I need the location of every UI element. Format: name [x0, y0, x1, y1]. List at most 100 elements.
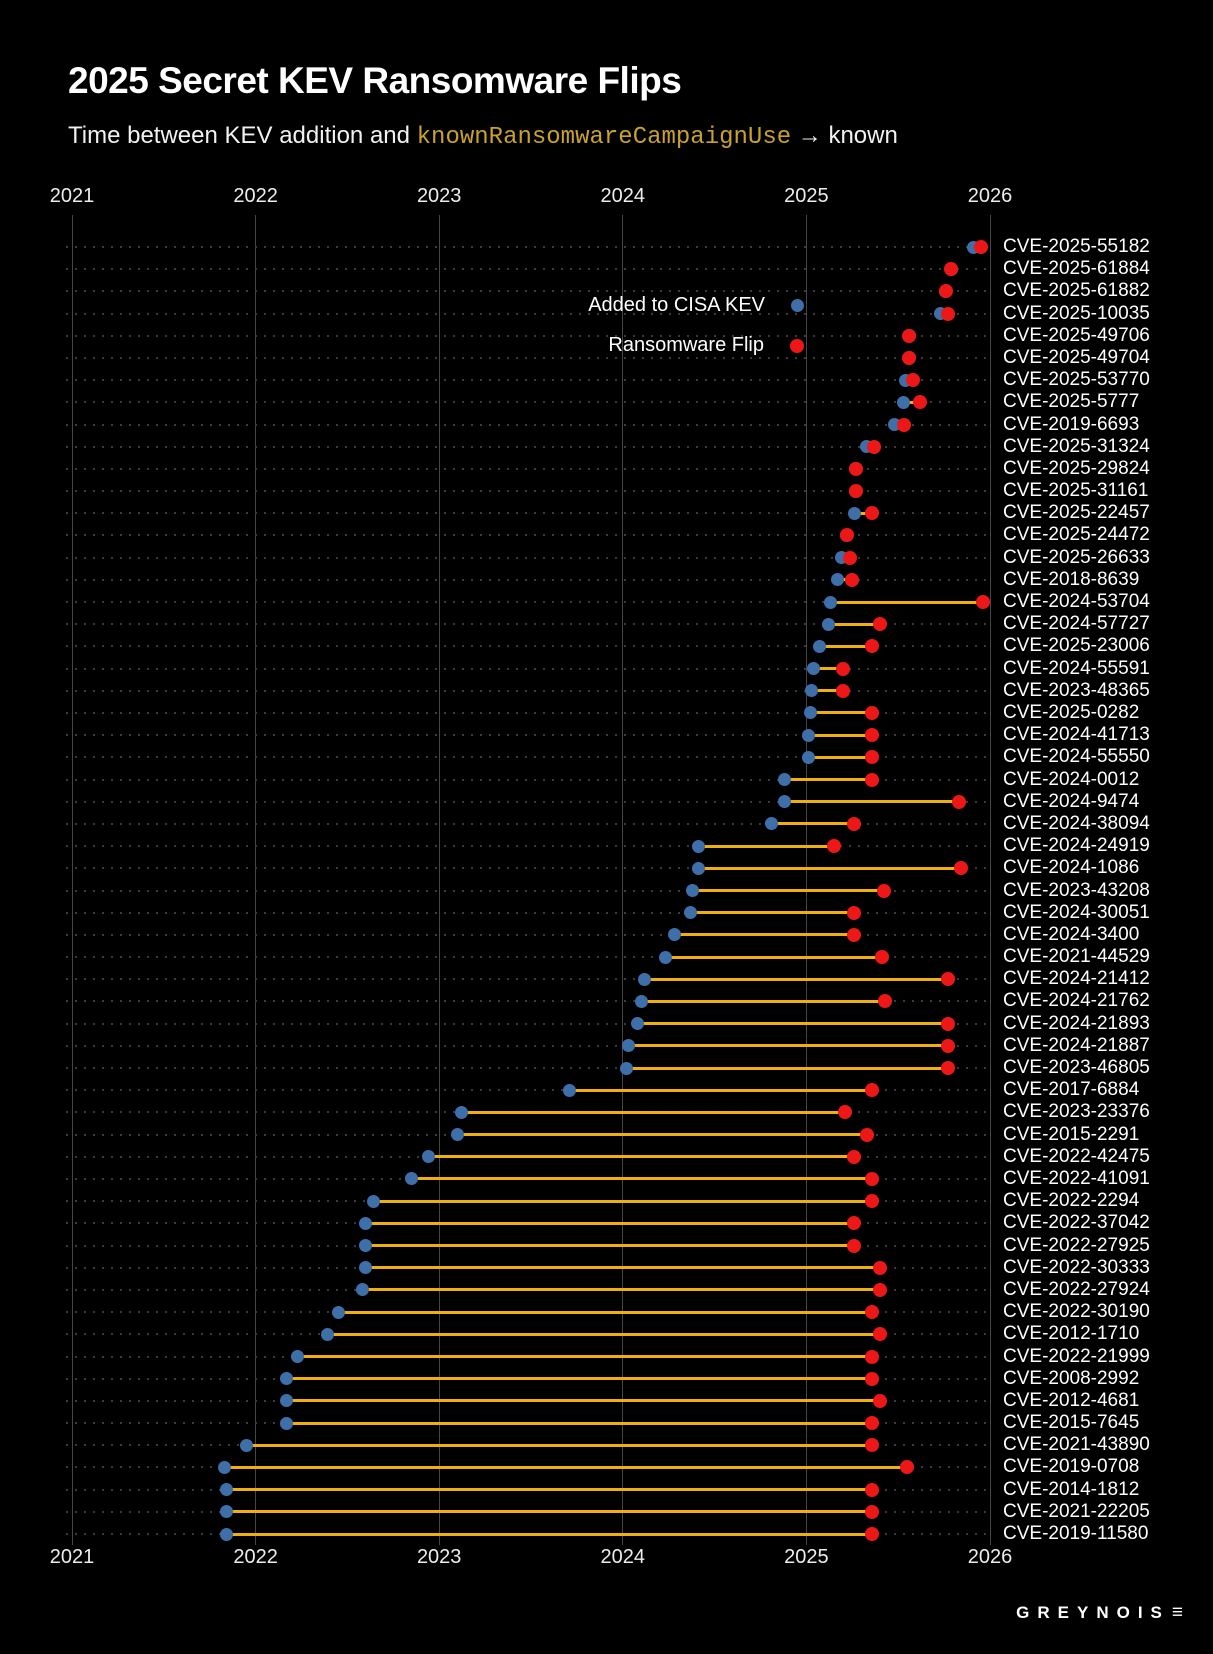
flip-dot — [878, 994, 893, 1009]
flip-dot — [826, 839, 841, 854]
row-dotted-gridline — [66, 1089, 988, 1092]
dumbbell-connector — [644, 977, 948, 981]
kev-dot — [280, 1416, 294, 1430]
legend-kev-label: Added to CISA KEV — [588, 294, 765, 316]
dumbbell-connector — [569, 1088, 873, 1092]
row-dotted-gridline — [66, 334, 988, 337]
dumbbell-connector — [854, 511, 873, 515]
cve-label: CVE-2019-6693 — [1003, 413, 1140, 435]
kev-dot — [219, 1505, 233, 1519]
axis-tick-top-2022: 2022 — [233, 185, 278, 207]
dumbbell-connector — [830, 600, 983, 604]
cve-label: CVE-2025-22457 — [1003, 502, 1150, 524]
row-dotted-gridline — [66, 689, 988, 692]
cve-label: CVE-2021-43890 — [1003, 1434, 1150, 1456]
cve-label: CVE-2025-5777 — [1003, 391, 1140, 413]
kev-dot — [621, 1039, 635, 1053]
row-dotted-gridline — [66, 1067, 988, 1070]
flip-dot — [865, 1349, 880, 1364]
dumbbell-connector — [784, 800, 959, 804]
dumbbell-connector — [226, 1488, 873, 1492]
kev-dot — [359, 1216, 373, 1230]
dumbbell-connector — [365, 1221, 855, 1225]
dumbbell-connector — [819, 644, 873, 648]
cve-label: CVE-2024-3400 — [1003, 923, 1140, 945]
dumbbell-connector — [246, 1443, 873, 1447]
cve-label: CVE-2022-41091 — [1003, 1167, 1150, 1189]
kev-dot — [359, 1261, 373, 1275]
cve-label: CVE-2025-23006 — [1003, 635, 1150, 657]
cve-label: CVE-2021-22205 — [1003, 1500, 1150, 1522]
year-gridline-2024 — [622, 215, 624, 1545]
cve-label: CVE-2022-27924 — [1003, 1278, 1150, 1300]
subtitle-code-token: knownRansomwareCampaignUse — [416, 124, 792, 151]
dumbbell-connector — [286, 1399, 880, 1403]
flip-dot — [902, 350, 917, 365]
kev-dot — [217, 1460, 231, 1474]
cve-label: CVE-2025-53770 — [1003, 369, 1150, 391]
dumbbell-connector — [226, 1532, 873, 1536]
dumbbell-connector — [903, 400, 921, 404]
flip-dot — [865, 1083, 880, 1098]
kev-dot — [667, 928, 681, 942]
cve-label: CVE-2023-23376 — [1003, 1101, 1150, 1123]
flip-dot — [865, 705, 880, 720]
cve-label: CVE-2012-1710 — [1003, 1323, 1140, 1345]
flip-dot — [847, 1149, 862, 1164]
greynoise-logo: GREYNOIS ≡ — [1016, 1602, 1183, 1624]
flip-dot — [940, 972, 955, 987]
row-dotted-gridline — [66, 933, 988, 936]
row-dotted-gridline — [66, 423, 988, 426]
row-dotted-gridline — [66, 246, 988, 248]
kev-dot — [630, 1017, 644, 1031]
dumbbell-connector — [690, 911, 855, 915]
row-dotted-gridline — [66, 623, 988, 626]
cve-label: CVE-2024-55591 — [1003, 657, 1150, 679]
dumbbell-connector — [771, 822, 855, 826]
kev-dot — [812, 639, 826, 653]
flip-dot — [865, 1438, 880, 1453]
flip-dot — [865, 750, 880, 765]
row-dotted-gridline — [66, 956, 988, 959]
cve-label: CVE-2015-7645 — [1003, 1412, 1140, 1434]
dumbbell-connector — [286, 1377, 873, 1381]
cve-label: CVE-2024-57727 — [1003, 613, 1150, 635]
cve-label: CVE-2019-0708 — [1003, 1456, 1140, 1478]
dumbbell-connector — [327, 1332, 880, 1336]
row-dotted-gridline — [66, 778, 988, 781]
dumbbell-connector — [373, 1199, 873, 1203]
row-dotted-gridline — [66, 467, 988, 470]
flip-dot — [843, 550, 858, 565]
cve-label: CVE-2012-4681 — [1003, 1389, 1140, 1411]
dumbbell-connector — [286, 1421, 873, 1425]
legend-flip-dot-icon — [790, 338, 804, 353]
cve-label: CVE-2014-1812 — [1003, 1478, 1140, 1500]
flip-dot — [938, 284, 953, 299]
flip-dot — [872, 1260, 887, 1275]
cve-label: CVE-2025-49704 — [1003, 346, 1150, 368]
cve-label: CVE-2018-8639 — [1003, 568, 1140, 590]
row-dotted-gridline — [66, 667, 988, 670]
dumbbell-connector — [811, 689, 844, 693]
flip-dot — [845, 572, 860, 587]
kev-dot — [291, 1350, 305, 1363]
dumbbell-connector — [641, 999, 886, 1003]
flip-dot — [896, 417, 911, 432]
flip-dot — [865, 1504, 880, 1519]
flip-dot — [865, 1527, 880, 1542]
axis-tick-top-2026: 2026 — [967, 185, 1013, 207]
row-dotted-gridline — [66, 534, 988, 537]
flip-dot — [847, 1216, 862, 1231]
cve-label: CVE-2008-2992 — [1003, 1367, 1140, 1389]
dumbbell-connector — [637, 1022, 948, 1026]
row-dotted-gridline — [66, 978, 988, 981]
flip-dot — [872, 617, 887, 632]
cve-label: CVE-2024-0012 — [1003, 768, 1140, 790]
brand-text: GREYNOIS — [1016, 1603, 1170, 1622]
year-gridline-2021 — [71, 215, 73, 1545]
kev-dot — [777, 795, 791, 809]
dumbbell-connector — [411, 1177, 873, 1181]
kev-dot — [320, 1327, 334, 1341]
flip-dot — [940, 306, 955, 321]
